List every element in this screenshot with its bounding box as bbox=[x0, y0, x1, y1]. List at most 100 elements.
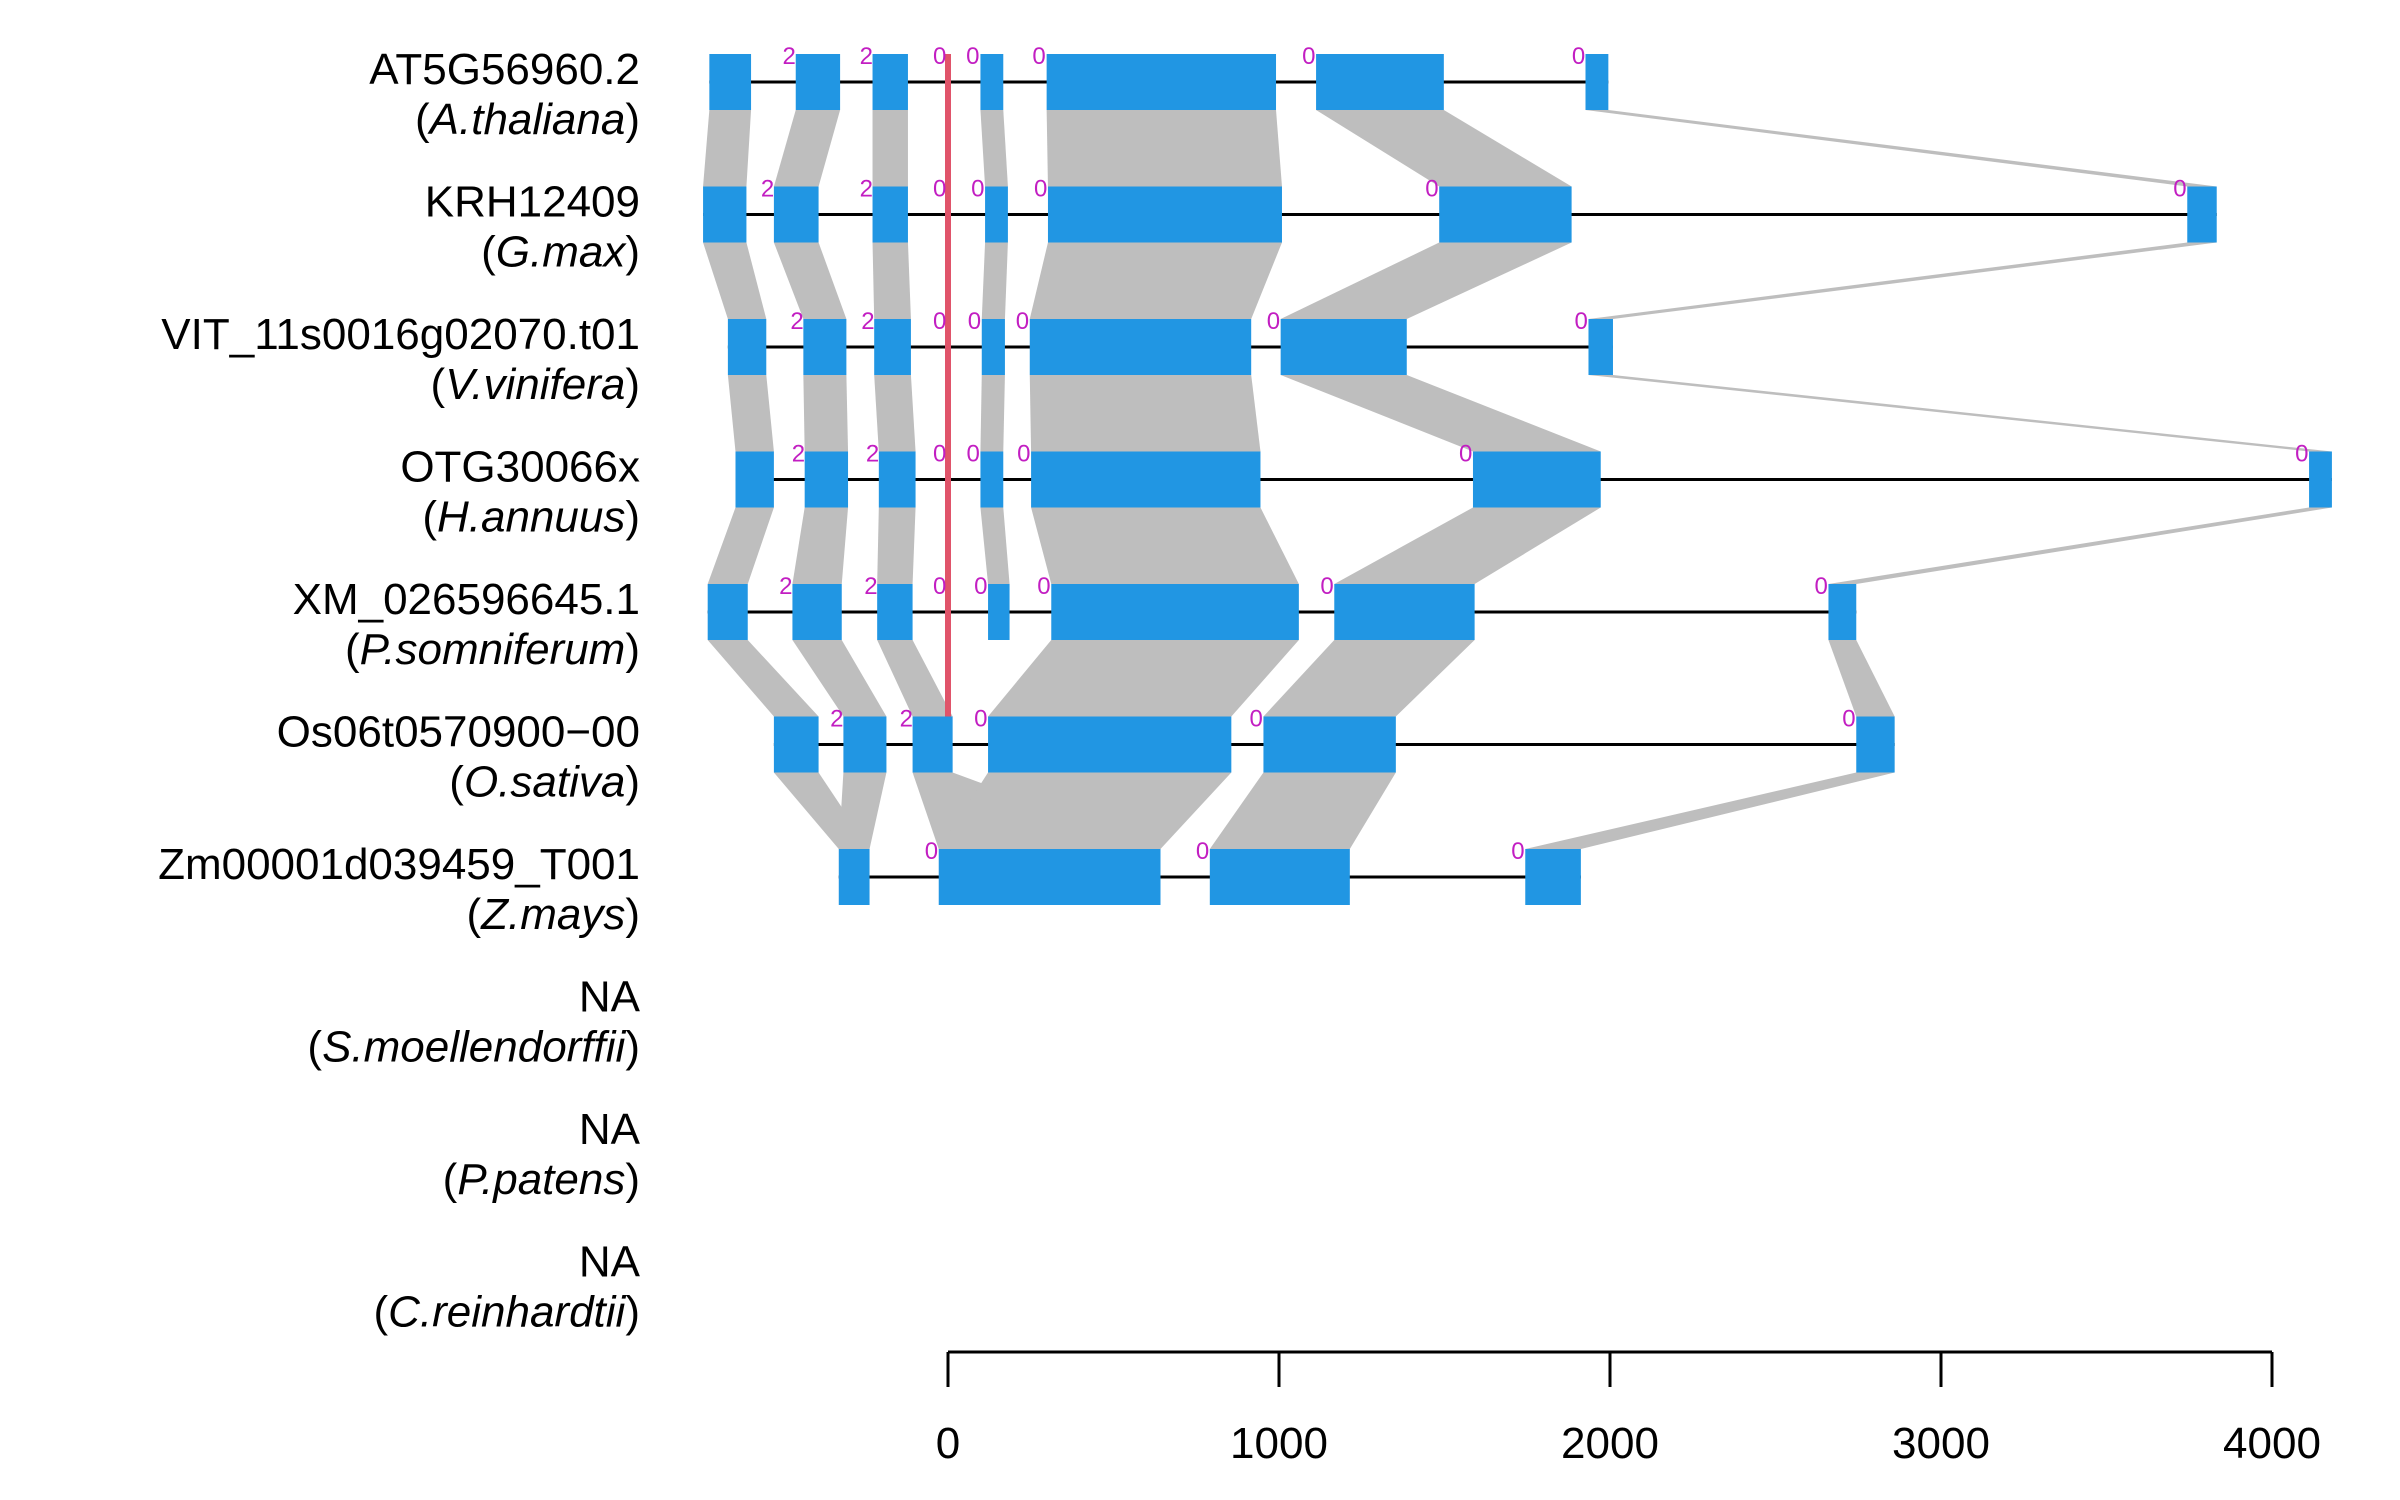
exon-box bbox=[804, 451, 849, 508]
gene-id-label: NA bbox=[579, 1238, 641, 1287]
exon-box bbox=[877, 584, 913, 640]
species-label: (G.max) bbox=[481, 228, 640, 277]
exon-boxes bbox=[703, 54, 2332, 905]
phase-label: 0 bbox=[2173, 176, 2186, 203]
phase-label: 0 bbox=[1459, 441, 1472, 468]
exon-link bbox=[877, 640, 953, 717]
species-label: (H.annuus) bbox=[422, 493, 640, 542]
exon-box bbox=[838, 849, 870, 905]
exon-link bbox=[938, 772, 1232, 849]
exon-box bbox=[985, 186, 1008, 243]
exon-link bbox=[838, 772, 887, 849]
phase-label: 0 bbox=[1196, 838, 1209, 865]
exon-box bbox=[872, 186, 908, 243]
exon-link bbox=[773, 242, 847, 319]
x-tick-label: 1000 bbox=[1230, 1419, 1328, 1468]
phase-label: 0 bbox=[1267, 308, 1280, 335]
exon-box bbox=[1585, 54, 1609, 110]
phase-label: 2 bbox=[860, 43, 873, 70]
phase-label: 0 bbox=[1037, 573, 1050, 600]
exon-link bbox=[1263, 640, 1475, 717]
species-label: (Z.mays) bbox=[466, 890, 640, 939]
phase-label: 2 bbox=[792, 441, 805, 468]
exon-link bbox=[703, 110, 752, 187]
exon-box bbox=[1209, 849, 1350, 905]
x-axis-ticks: 0 1000 2000 3000 4000 bbox=[936, 1352, 2321, 1468]
x-tick-label: 3000 bbox=[1892, 1419, 1990, 1468]
phase-label: 2 bbox=[866, 441, 879, 468]
phase-label: 0 bbox=[1016, 308, 1029, 335]
x-axis: 0 1000 2000 3000 4000 bbox=[936, 1350, 2321, 1468]
exon-box bbox=[1472, 451, 1601, 508]
exon-link bbox=[1828, 507, 2332, 584]
exon-link bbox=[981, 242, 1008, 319]
exon-box bbox=[1525, 849, 1581, 905]
gene-id-label: NA bbox=[579, 1105, 641, 1154]
exon-link bbox=[1525, 772, 1895, 849]
exon-box bbox=[872, 54, 908, 110]
exon-link bbox=[1585, 110, 2217, 187]
exon-box bbox=[1263, 716, 1396, 773]
species-label: (V.vinifera) bbox=[431, 360, 640, 409]
exon-box bbox=[843, 716, 887, 773]
exon-box bbox=[1856, 716, 1895, 773]
exon-link bbox=[1588, 242, 2217, 319]
exon-box bbox=[1051, 584, 1299, 640]
species-label: (P.patens) bbox=[443, 1155, 640, 1204]
exon-link bbox=[872, 110, 908, 187]
gene-id-label: Zm00001d039459_T001 bbox=[158, 840, 640, 889]
x-tick-label: 0 bbox=[936, 1419, 960, 1468]
exon-link bbox=[1280, 375, 1601, 452]
phase-label: 0 bbox=[2295, 441, 2308, 468]
species-label: (O.sativa) bbox=[449, 758, 640, 807]
exon-link bbox=[1588, 375, 2332, 452]
exon-link bbox=[773, 110, 841, 187]
exon-link bbox=[1029, 242, 1282, 319]
exon-box bbox=[1047, 186, 1282, 243]
exon-link bbox=[792, 507, 849, 584]
phase-label: 0 bbox=[1572, 43, 1585, 70]
exon-link bbox=[792, 640, 887, 717]
phase-label: 0 bbox=[933, 308, 946, 335]
exon-link bbox=[1031, 507, 1299, 584]
exon-link bbox=[1828, 640, 1895, 717]
phase-label: 0 bbox=[1814, 573, 1827, 600]
species-label: (S.moellendorffii) bbox=[307, 1023, 640, 1072]
gene-id-label: Os06t0570900−00 bbox=[277, 708, 640, 757]
exon-link bbox=[980, 375, 1005, 452]
phase-label: 0 bbox=[1249, 706, 1262, 733]
exon-box bbox=[2309, 451, 2332, 508]
exon-box bbox=[1828, 584, 1857, 640]
gene-id-label: XM_026596645.1 bbox=[293, 575, 640, 624]
exon-link bbox=[1316, 110, 1572, 187]
phase-label: 0 bbox=[1842, 706, 1855, 733]
exon-link bbox=[1029, 375, 1261, 452]
phase-label: 2 bbox=[830, 706, 843, 733]
phase-label: 0 bbox=[1032, 43, 1045, 70]
phase-label: 0 bbox=[1034, 176, 1047, 203]
species-label: (A.thaliana) bbox=[415, 95, 640, 144]
exon-link bbox=[874, 375, 916, 452]
phase-label: 2 bbox=[782, 43, 795, 70]
exon-link bbox=[988, 640, 1299, 717]
phase-label: 0 bbox=[1302, 43, 1315, 70]
phase-label: 0 bbox=[1511, 838, 1524, 865]
exon-box bbox=[1439, 186, 1572, 243]
gene-labels: AT5G56960.2(A.thaliana) KRH12409(G.max) VI… bbox=[158, 45, 641, 1337]
exon-box bbox=[803, 319, 847, 375]
exon-box bbox=[1334, 584, 1475, 640]
phase-labels: 2 2 0 0 0 0 0 2 2 0 0 0 0 0 2 2 0 0 0 0 0 2 2 0 0 0 0 0 2 2 0 0 0 0 0 2 2 0 0 0… bbox=[761, 43, 2309, 865]
exon-box bbox=[988, 716, 1232, 773]
exon-link bbox=[877, 507, 916, 584]
phase-label: 2 bbox=[860, 176, 873, 203]
exon-link bbox=[980, 507, 1010, 584]
alignment-links bbox=[703, 110, 2332, 849]
phase-label: 0 bbox=[974, 573, 987, 600]
exon-link bbox=[727, 375, 774, 452]
gene-id-label: VIT_11s0016g02070.t01 bbox=[161, 310, 640, 359]
phase-label: 0 bbox=[933, 573, 946, 600]
phase-label: 0 bbox=[1425, 176, 1438, 203]
x-tick-label: 4000 bbox=[2223, 1419, 2321, 1468]
exon-box bbox=[709, 54, 752, 110]
